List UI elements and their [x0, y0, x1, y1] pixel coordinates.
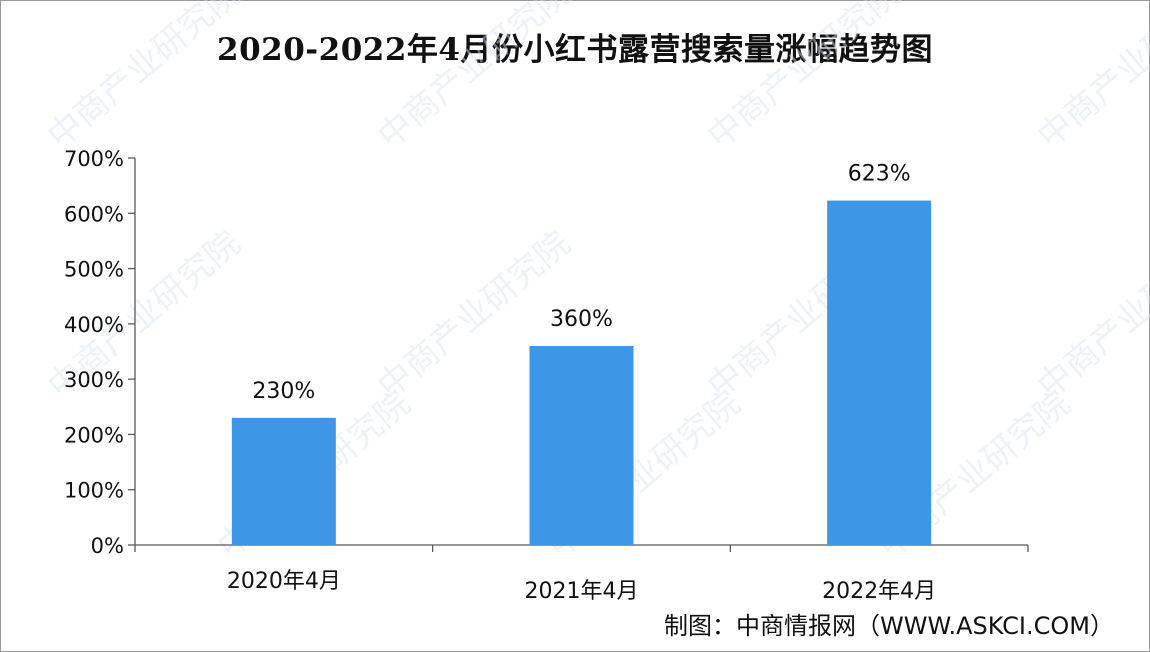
source-credit: 制图：中商情报网（WWW.ASKCI.COM） — [664, 612, 1114, 640]
bar — [827, 200, 932, 545]
watermark-text: 中商产业研究院 — [370, 0, 578, 157]
bar — [231, 417, 336, 545]
watermark-text: 中商产业研究院 — [1030, 0, 1150, 157]
data-label: 623% — [848, 162, 911, 187]
y-tick-label: 400% — [64, 313, 124, 337]
bar — [529, 345, 634, 545]
watermark-text: 中商产业研究院 — [1030, 223, 1150, 407]
y-tick-label: 300% — [64, 368, 124, 392]
data-label: 230% — [252, 379, 315, 404]
watermark-text: 中商产业研究院 — [40, 0, 248, 157]
data-label: 360% — [550, 307, 613, 332]
chart-title: 2020-2022年4月份小红书露营搜索量涨幅趋势图 — [217, 32, 933, 68]
y-tick-label: 100% — [64, 479, 124, 503]
x-category-label: 2020年4月 — [227, 569, 341, 594]
x-category-label: 2021年4月 — [525, 579, 639, 604]
y-tick-label: 500% — [64, 258, 124, 282]
y-tick-label: 0% — [91, 534, 124, 558]
y-tick-label: 600% — [64, 202, 124, 226]
watermark-text: 中商产业研究院 — [700, 0, 908, 157]
y-tick-label: 200% — [64, 423, 124, 447]
y-tick-label: 700% — [64, 147, 124, 171]
x-category-label: 2022年4月 — [822, 579, 936, 604]
